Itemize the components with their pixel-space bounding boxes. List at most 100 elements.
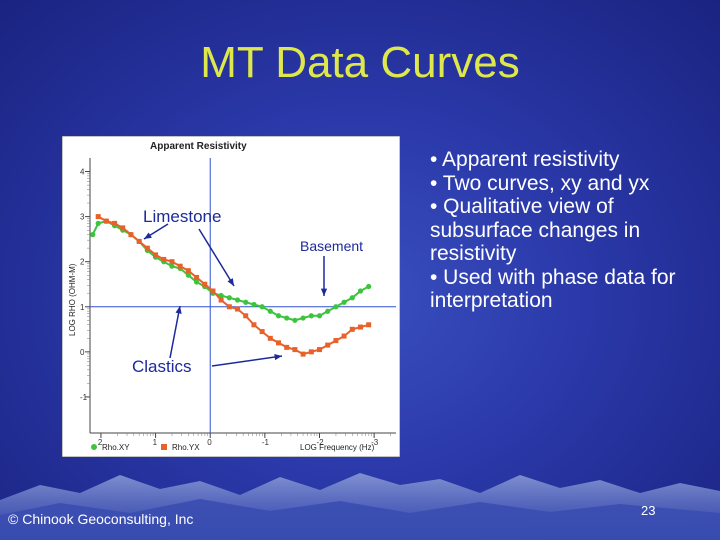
data-point-rhoxy: [251, 301, 257, 308]
data-point-rhoyx: [194, 274, 200, 280]
data-point-rhoyx: [292, 347, 298, 353]
y-tick-label: 3: [80, 213, 85, 222]
data-point-rhoxy: [193, 279, 200, 285]
data-point-rhoyx: [308, 349, 314, 355]
data-point-rhoyx: [284, 344, 290, 350]
arrow-basement-head: [320, 288, 328, 296]
data-point-rhoxy: [243, 299, 249, 305]
y-axis-label: LOG RHO (OHM-M): [68, 263, 77, 336]
data-point-rhoxy: [316, 313, 323, 319]
data-point-rhoyx: [202, 281, 208, 287]
arrow-limestone-2-head: [227, 278, 234, 286]
chart-svg: Apparent Resistivity LOG RHO (OHM-M) LOG…: [62, 136, 400, 457]
legend-rhoyx-label: Rho.YX: [172, 443, 200, 452]
y-tick-label: 4: [80, 168, 85, 177]
data-point-rhoyx: [317, 347, 322, 353]
legend-rhoyx-marker: [161, 444, 167, 450]
x-tick-label: 0: [207, 438, 212, 447]
bullet-item: • Qualitative view of subsurface changes…: [430, 195, 641, 265]
data-point-rhoyx: [243, 313, 249, 319]
data-point-rhoyx: [333, 338, 339, 344]
data-point-rhoxy: [169, 263, 175, 269]
x-axis-label: LOG Frequency (Hz): [300, 443, 375, 452]
arrow-limestone-head: [144, 232, 152, 239]
mountain-landscape-image: [0, 473, 720, 540]
data-point-rhoxy: [234, 297, 241, 303]
x-tick-label: -1: [262, 438, 270, 447]
data-point-rhoyx: [161, 256, 167, 262]
chart-title: Apparent Resistivity: [150, 141, 247, 152]
data-point-rhoxy: [259, 304, 265, 310]
slide-title: MT Data Curves: [200, 38, 520, 87]
data-point-rhoyx: [357, 324, 363, 330]
data-point-rhoyx: [120, 225, 126, 231]
data-point-rhoyx: [251, 322, 257, 328]
data-point-rhoxy: [90, 232, 96, 238]
data-point-rhoyx: [103, 218, 109, 224]
data-point-rhoyx: [128, 232, 134, 238]
annotation-basement: Basement: [300, 238, 363, 254]
data-point-rhoyx: [210, 288, 216, 294]
data-point-rhoxy: [275, 313, 282, 319]
series-line-rhoyx: [97, 215, 369, 356]
arrow-limestone-2: [198, 228, 235, 287]
data-point-rhoyx: [300, 351, 306, 357]
data-point-rhoxy: [226, 295, 232, 301]
data-point-rhoyx: [226, 304, 232, 310]
data-point-rhoxy: [267, 308, 273, 314]
data-point-rhoxy: [95, 220, 101, 226]
data-point-rhoxy: [218, 292, 224, 299]
data-point-rhoyx: [259, 329, 265, 335]
plot-layer: 4 3 2 1 0 -1 2 1 0 -1 -2 -3: [80, 158, 396, 447]
data-point-rhoyx: [95, 214, 101, 220]
data-point-rhoxy: [325, 308, 331, 314]
data-point-rhoyx: [341, 333, 347, 339]
x-tick-label: 2: [98, 438, 103, 447]
bullet-list: • Apparent resistivity • Two curves, xy …: [430, 148, 710, 313]
data-point-rhoyx: [349, 326, 355, 332]
data-point-rhoyx: [235, 306, 241, 312]
x-tick-label: 1: [153, 438, 158, 447]
data-point-rhoxy: [308, 313, 314, 319]
data-point-rhoyx: [185, 268, 191, 274]
data-point-rhoxy: [284, 315, 290, 321]
data-point-rhoxy: [300, 315, 306, 321]
y-tick-label: 2: [80, 258, 85, 267]
annotation-arrows: [143, 223, 328, 367]
bullet-item: • Used with phase data for interpretatio…: [430, 265, 676, 313]
data-point-rhoyx: [177, 263, 183, 269]
data-point-rhoyx: [112, 220, 118, 226]
data-point-rhoxy: [366, 283, 372, 290]
arrow-clastics-2: [211, 355, 283, 367]
y-tick-label: 0: [80, 348, 85, 357]
data-point-rhoxy: [333, 304, 339, 310]
data-point-rhoyx: [276, 340, 282, 346]
annotation-limestone: Limestone: [143, 207, 221, 226]
data-point-rhoyx: [267, 335, 273, 341]
data-point-rhoyx: [144, 245, 150, 251]
legend-rhoxy-label: Rho.XY: [102, 443, 130, 452]
x-tick-label: -2: [317, 438, 325, 447]
data-point-rhoyx: [218, 297, 224, 303]
data-point-rhoyx: [366, 322, 372, 328]
data-point-rhoxy: [185, 272, 191, 278]
data-point-rhoxy: [349, 295, 355, 301]
data-point-rhoxy: [292, 317, 298, 323]
legend-rhoxy-marker: [91, 444, 97, 450]
data-point-rhoxy: [357, 288, 364, 294]
x-tick-label: -3: [371, 438, 379, 447]
bullet-item: • Apparent resistivity: [430, 148, 620, 171]
data-point-rhoyx: [169, 259, 175, 265]
data-point-rhoyx: [136, 238, 142, 244]
data-point-rhoyx: [325, 342, 331, 348]
arrow-clastics: [169, 305, 181, 359]
y-tick-label: -1: [80, 393, 88, 402]
arrow-clastics-2-head: [274, 353, 282, 361]
y-tick-label: 1: [80, 303, 85, 312]
bullet-item: • Two curves, xy and yx: [430, 171, 650, 195]
copyright-text: © Chinook Geoconsulting, Inc: [8, 511, 194, 527]
resistivity-chart: Apparent Resistivity LOG RHO (OHM-M) LOG…: [62, 136, 400, 457]
page-number: 23: [641, 503, 656, 518]
data-point-rhoyx: [153, 252, 159, 258]
arrow-clastics-head: [175, 306, 182, 314]
